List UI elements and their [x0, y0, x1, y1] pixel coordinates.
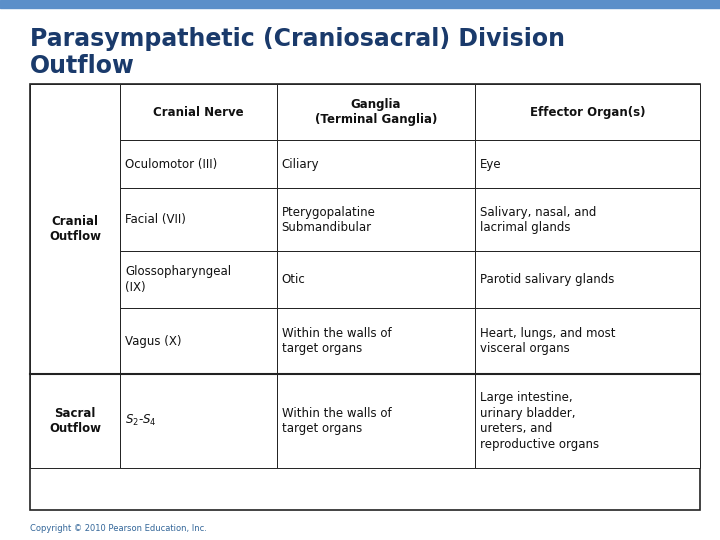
Bar	[475, 251, 700, 308]
Bar	[475, 188, 700, 251]
Bar	[0, 0, 720, 8]
Bar	[475, 308, 700, 374]
Text: $S_2$-$S_4$: $S_2$-$S_4$	[125, 414, 156, 428]
Bar	[30, 374, 120, 468]
Text: Eye: Eye	[480, 158, 502, 171]
Text: Salivary, nasal, and
lacrimal glands: Salivary, nasal, and lacrimal glands	[480, 206, 596, 234]
Text: Otic: Otic	[282, 273, 305, 286]
Text: Glossopharyngeal
(IX): Glossopharyngeal (IX)	[125, 266, 231, 294]
Text: Facial (VII): Facial (VII)	[125, 213, 186, 226]
Text: Heart, lungs, and most
visceral organs: Heart, lungs, and most visceral organs	[480, 327, 616, 355]
Text: Ciliary: Ciliary	[282, 158, 319, 171]
Text: Cranial
Outflow: Cranial Outflow	[49, 215, 101, 243]
Bar	[120, 188, 276, 251]
Bar	[475, 374, 700, 468]
Bar	[276, 251, 475, 308]
Bar	[276, 374, 475, 468]
Text: Sacral
Outflow: Sacral Outflow	[49, 407, 101, 435]
Text: Copyright © 2010 Pearson Education, Inc.: Copyright © 2010 Pearson Education, Inc.	[30, 524, 207, 532]
Text: Vagus (X): Vagus (X)	[125, 335, 181, 348]
Bar	[120, 374, 276, 468]
Text: Within the walls of
target organs: Within the walls of target organs	[282, 327, 391, 355]
Bar	[475, 84, 700, 140]
Bar	[30, 84, 120, 374]
Bar	[276, 188, 475, 251]
Bar	[276, 140, 475, 188]
Bar	[120, 84, 276, 140]
Bar	[276, 84, 475, 140]
Text: Large intestine,
urinary bladder,
ureters, and
reproductive organs: Large intestine, urinary bladder, ureter…	[480, 391, 599, 451]
Bar	[276, 308, 475, 374]
Bar	[30, 84, 120, 140]
Text: Pterygopalatine
Submandibular: Pterygopalatine Submandibular	[282, 206, 376, 234]
Text: Cranial Nerve: Cranial Nerve	[153, 105, 243, 119]
Text: Parotid salivary glands: Parotid salivary glands	[480, 273, 614, 286]
Bar	[120, 140, 276, 188]
Bar	[120, 251, 276, 308]
Bar	[30, 84, 700, 510]
Bar	[120, 308, 276, 374]
Text: Within the walls of
target organs: Within the walls of target organs	[282, 407, 391, 435]
Text: Ganglia
(Terminal Ganglia): Ganglia (Terminal Ganglia)	[315, 98, 437, 126]
Text: Parasympathetic (Craniosacral) Division
Outflow: Parasympathetic (Craniosacral) Division …	[30, 27, 565, 78]
Text: Effector Organ(s): Effector Organ(s)	[530, 105, 645, 119]
Bar	[475, 140, 700, 188]
Text: Oculomotor (III): Oculomotor (III)	[125, 158, 217, 171]
